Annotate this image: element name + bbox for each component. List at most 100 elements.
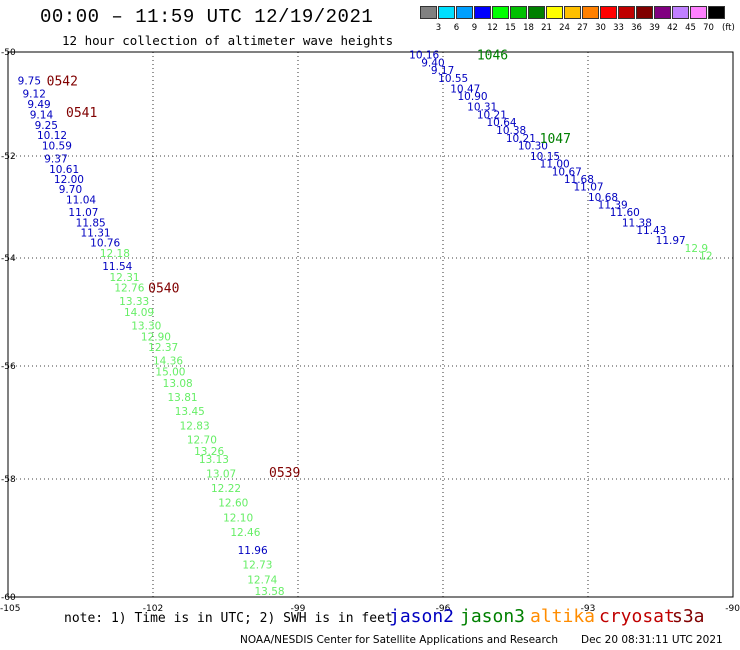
lat-tick-label: -52 bbox=[1, 152, 16, 162]
wave-height-value: 9.40 bbox=[421, 57, 444, 69]
wave-height-value: 12.76 bbox=[114, 283, 144, 295]
legend-label: 36 bbox=[631, 23, 642, 33]
wave-height-value: 10.90 bbox=[458, 91, 488, 103]
wave-height-value: 10.76 bbox=[90, 238, 120, 250]
pass-time-label: 1047 bbox=[540, 132, 571, 147]
wave-height-value: 13.30 bbox=[131, 321, 161, 333]
wave-height-value: 10.38 bbox=[496, 125, 526, 137]
legend-swatch bbox=[420, 6, 437, 19]
lon-tick-label: -96 bbox=[436, 604, 451, 614]
lat-tick-label: -50 bbox=[1, 48, 16, 58]
wave-height-value: 12.90 bbox=[141, 331, 171, 343]
lat-tick-label: -56 bbox=[1, 362, 16, 372]
legend-swatch bbox=[636, 6, 653, 19]
wave-height-value: 9.17 bbox=[431, 65, 454, 77]
wave-height-value: 11.43 bbox=[636, 225, 666, 237]
legend-label: 18 bbox=[523, 23, 534, 33]
wave-height-value: 9.14 bbox=[30, 109, 54, 121]
wave-height-value: 12.22 bbox=[211, 483, 241, 495]
axis-tick-labels: -105 -102 -99 -96 -93 -90 -50 -52 -54 -56 -58 -60 bbox=[0, 48, 740, 614]
legend-label: 70 bbox=[703, 23, 714, 33]
wave-height-value: 9.25 bbox=[35, 120, 58, 132]
units-note: note: 1) Time is in UTC; 2) SWH is in fe… bbox=[64, 611, 393, 626]
pass-time-label: 0541 bbox=[66, 106, 97, 121]
wave-height-value: 11.97 bbox=[656, 235, 686, 247]
wave-height-value: 13.45 bbox=[175, 406, 205, 418]
wave-height-value: 13.08 bbox=[163, 378, 193, 390]
wave-height-value: 12.83 bbox=[180, 420, 210, 432]
legend-label: 45 bbox=[685, 23, 696, 33]
wave-height-value: 9.12 bbox=[23, 89, 46, 101]
wave-height-value: 12.70 bbox=[187, 434, 217, 446]
legend-swatch bbox=[438, 6, 455, 19]
wave-height-value: 12.10 bbox=[223, 512, 253, 524]
legend-swatch bbox=[510, 6, 527, 19]
wave-height-value: 10.68 bbox=[588, 192, 618, 204]
legend-label: 24 bbox=[559, 23, 570, 33]
wave-height-value: 9.37 bbox=[44, 154, 67, 166]
footer-timestamp: Dec 20 08:31:11 UTC 2021 bbox=[581, 634, 723, 646]
legend-label: 42 bbox=[667, 23, 678, 33]
wave-height-value: 11.85 bbox=[76, 217, 106, 229]
legend-swatch bbox=[690, 6, 707, 19]
wave-height-value: 11.38 bbox=[622, 217, 652, 229]
wave-height-value: 10.47 bbox=[450, 83, 480, 95]
lat-lon-grid bbox=[7, 51, 734, 598]
wave-height-value: 11.07 bbox=[68, 207, 98, 219]
wave-height-value: 12.18 bbox=[100, 248, 130, 260]
wave-height-value: 12.9 bbox=[685, 243, 708, 255]
legend-unit: (ft) bbox=[722, 23, 735, 33]
legend-swatch bbox=[492, 6, 509, 19]
wave-height-value: 11.07 bbox=[574, 182, 604, 194]
wave-height-value: 11.54 bbox=[102, 261, 132, 273]
wave-height-value: 9.70 bbox=[59, 184, 82, 196]
wave-height-value: 10.64 bbox=[487, 117, 517, 129]
satellite-cryosat: cryosat bbox=[599, 606, 675, 627]
pass-time-labels: 0542 0541 0540 0539 1046 1047 bbox=[47, 49, 571, 482]
wave-height-value: 10.30 bbox=[518, 141, 548, 153]
wave-height-value: 11.68 bbox=[564, 174, 594, 186]
lat-tick-label: -60 bbox=[1, 593, 16, 603]
legend-label: 30 bbox=[595, 23, 606, 33]
wave-height-value: 10.31 bbox=[467, 102, 497, 114]
legend-label: 33 bbox=[613, 23, 624, 33]
wave-height-value: 12.37 bbox=[148, 342, 178, 354]
lon-tick-label: -102 bbox=[143, 604, 163, 614]
satellite-jason3: jason3 bbox=[460, 606, 526, 627]
wave-height-value: 12.73 bbox=[242, 560, 272, 572]
wave-height-value: 10.16 bbox=[409, 50, 439, 62]
wave-height-value: 9.75 bbox=[18, 76, 41, 88]
wave-height-value: 11.96 bbox=[238, 545, 268, 557]
legend-label: 21 bbox=[541, 23, 552, 33]
pass-time-label: 0540 bbox=[148, 282, 179, 297]
legend-swatch bbox=[618, 6, 635, 19]
wave-height-value: 11.39 bbox=[598, 199, 628, 211]
wave-height-value: 10.55 bbox=[438, 73, 468, 85]
wave-height-value: 12.74 bbox=[247, 574, 277, 586]
legend-label: 9 bbox=[471, 23, 478, 33]
wave-height-value: 10.21 bbox=[477, 109, 507, 121]
legend-swatch bbox=[564, 6, 581, 19]
wave-height-value: 10.59 bbox=[42, 141, 72, 153]
lon-tick-label: -93 bbox=[581, 604, 596, 614]
wave-height-observations: 9.759.129.499.149.2510.1210.599.3710.611… bbox=[18, 50, 713, 598]
wave-height-value: 13.26 bbox=[194, 446, 224, 458]
wave-height-value: 10.67 bbox=[552, 166, 582, 178]
wave-height-value: 10.12 bbox=[37, 130, 67, 142]
wave-height-value: 13.33 bbox=[119, 296, 149, 308]
legend-swatch bbox=[672, 6, 689, 19]
wave-height-value: 11.31 bbox=[81, 228, 111, 240]
pass-time-label: 1046 bbox=[477, 49, 508, 64]
satellite-jason2: jason2 bbox=[389, 606, 455, 627]
legend-swatch bbox=[654, 6, 671, 19]
map-frame bbox=[7, 51, 734, 598]
legend-swatch bbox=[456, 6, 473, 19]
wave-height-value: 10.15 bbox=[530, 151, 560, 163]
wave-height-value: 14.09 bbox=[124, 307, 154, 319]
map-header-subtitle: 12 hour collection of altimeter wave hei… bbox=[62, 33, 394, 48]
wave-height-value: 12.46 bbox=[230, 527, 260, 539]
wave-height-value: 12.00 bbox=[54, 174, 84, 186]
wave-height-value: 12.60 bbox=[218, 498, 248, 510]
map-header-title: 00:00 – 11:59 UTC 12/19/2021 bbox=[40, 6, 374, 28]
